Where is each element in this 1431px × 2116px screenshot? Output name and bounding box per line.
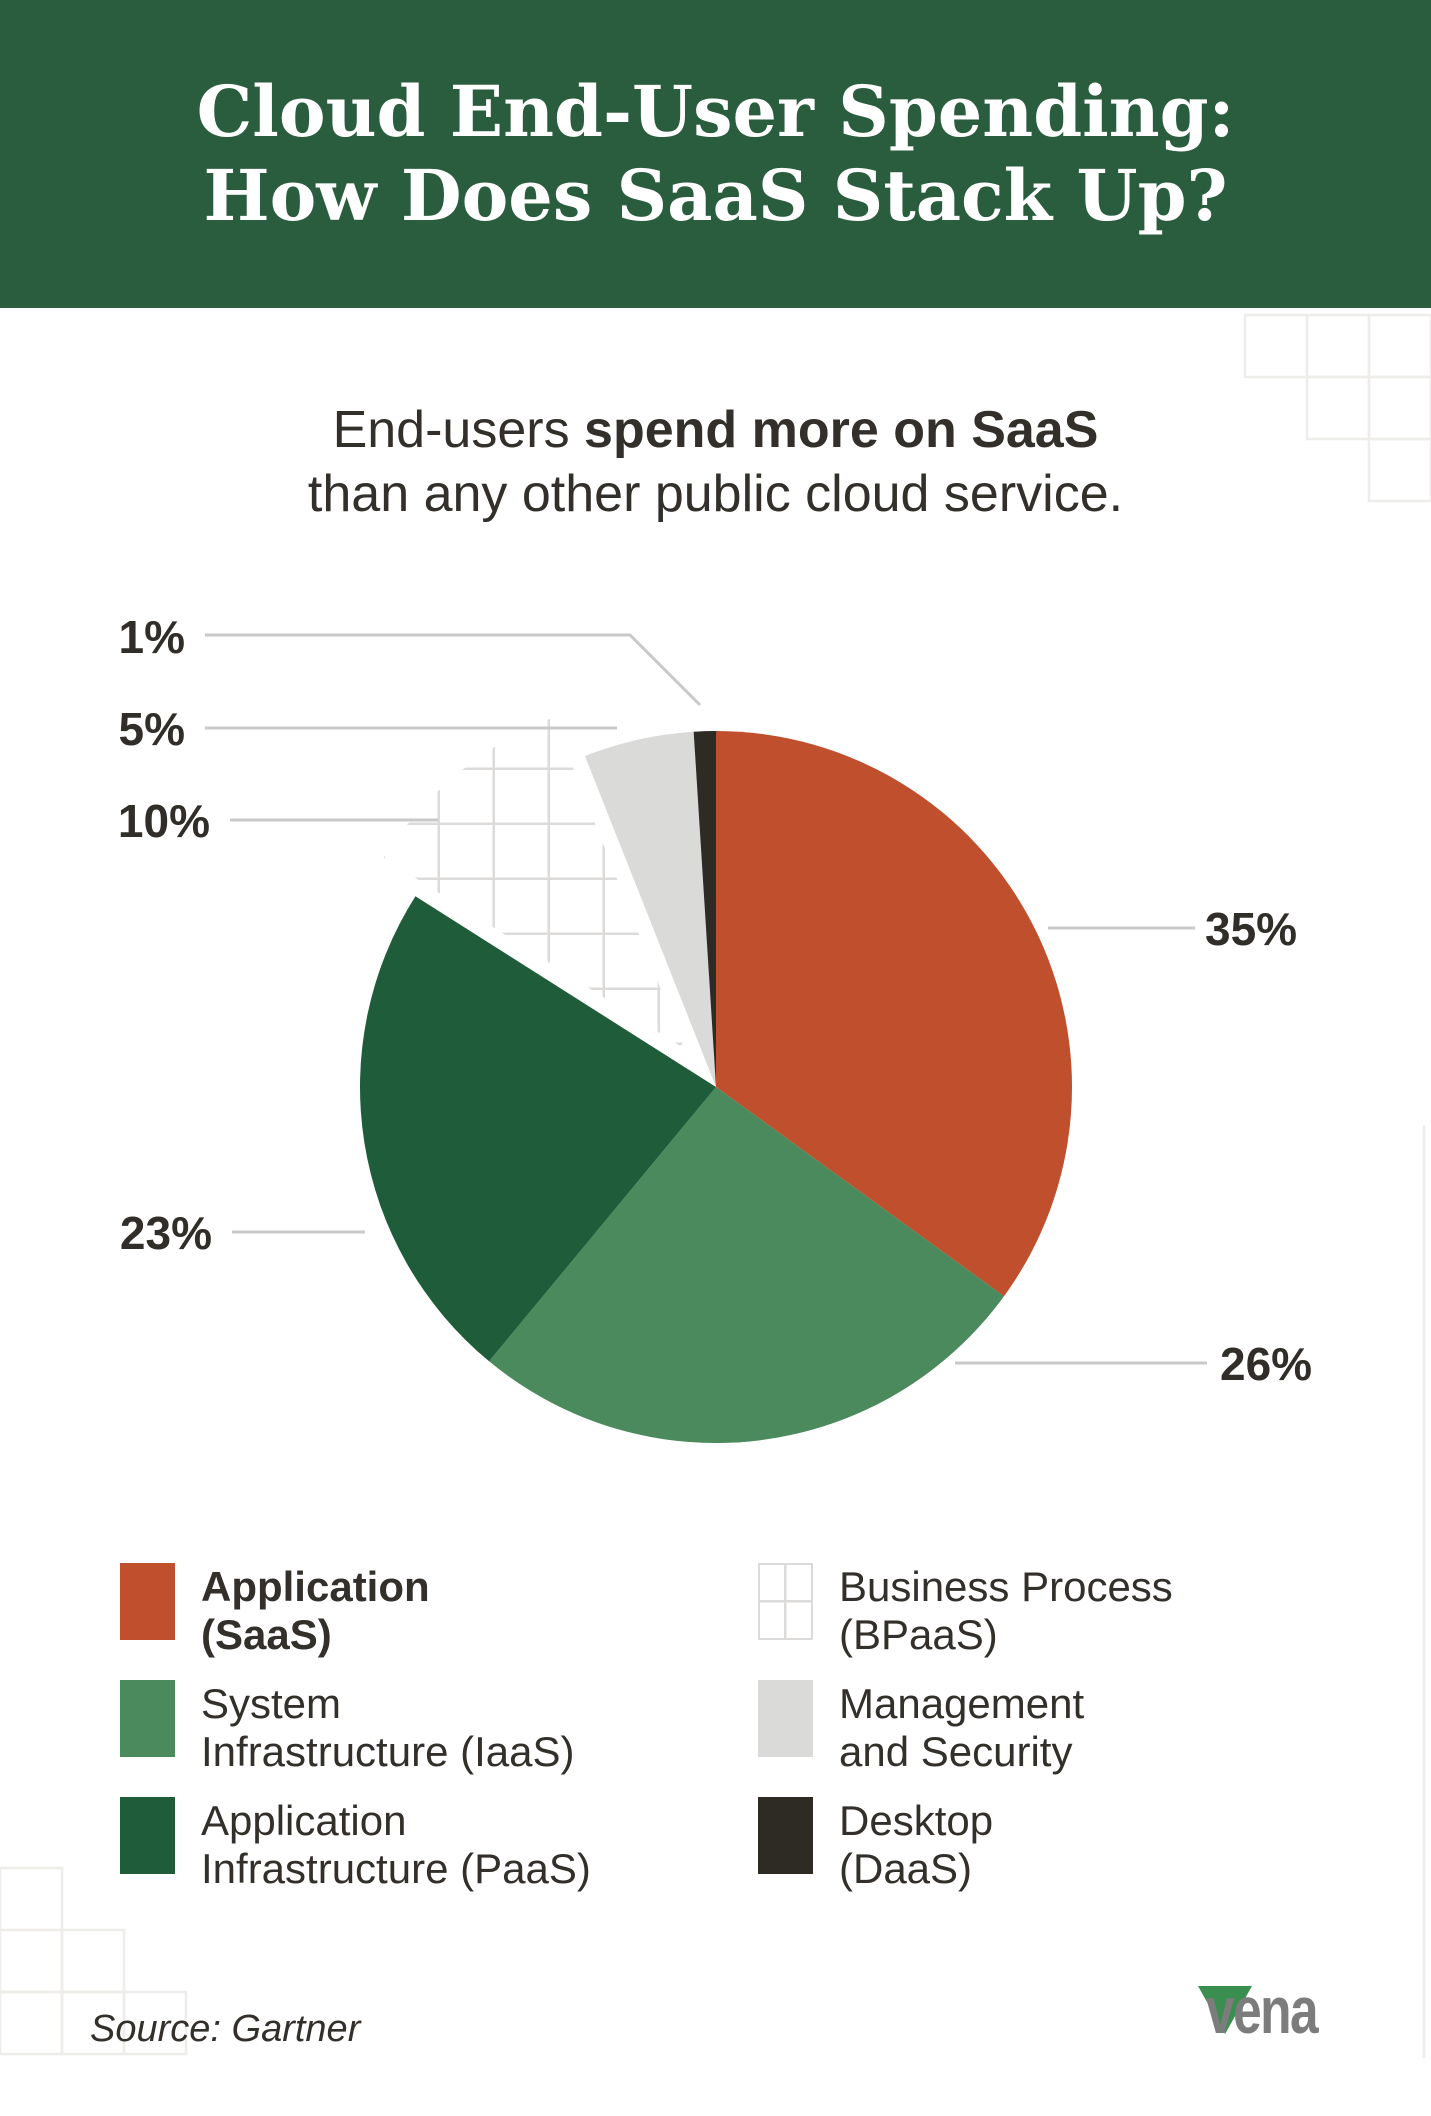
legend-label-daas-line1: Desktop [839,1797,994,1844]
legend-item-paas: Application Infrastructure (PaaS) [120,1797,680,1893]
legend-label-paas-line1: Application [201,1797,407,1844]
legend-label-mgmt: Management and Security [839,1680,1084,1776]
legend-swatch-mgmt [758,1680,813,1757]
legend-item-daas: Desktop (DaaS) [758,1797,1318,1893]
legend-label-bpaas-line1: Business Process [839,1563,1173,1610]
pct-label-daas-1: 1% [118,611,185,663]
pie-slice-system-infrastructure-iaas [489,1087,1005,1444]
pct-label-bpaas-10: 10% [117,795,210,847]
legend-label-iaas-line1: System [201,1680,342,1727]
legend-label-iaas-line2: Infrastructure (IaaS) [201,1728,575,1775]
corner-grid-deco-bottom-left [0,1866,188,2056]
pie-chart [359,717,1073,1444]
legend-label-saas-line2: (SaaS) [201,1611,332,1658]
subtitle-line1: End-users spend more on SaaS [0,398,1431,462]
page-title-line1: Cloud End-User Spending: [196,70,1235,153]
pie-slice-application-saas [716,731,1073,1297]
legend-label-mgmt-line1: Management [839,1680,1085,1727]
header-banner: Cloud End-User Spending: How Does SaaS S… [0,0,1431,308]
pct-label-paas-23: 23% [119,1207,212,1259]
legend-swatch-daas [758,1797,813,1874]
legend-label-daas: Desktop (DaaS) [839,1797,993,1893]
legend-label-saas: Application (SaaS) [201,1563,430,1659]
legend-swatch-bpaas [758,1563,813,1640]
subtitle-line1-bold: spend more on SaaS [584,401,1099,459]
pie-slice-business-process-bpaas [383,717,685,1049]
page-title-line2: How Does SaaS Stack Up? [203,154,1228,237]
legend-label-bpaas-line2: (BPaaS) [839,1611,998,1658]
leader-line-1pct [205,633,702,707]
pct-label-iaas-26: 26% [1220,1338,1313,1390]
legend-swatch-saas [120,1563,175,1640]
legend-label-iaas: System Infrastructure (IaaS) [201,1680,574,1776]
pct-label-mgmt-5: 5% [118,703,185,755]
pie-slice-management-and-security [584,731,716,1087]
legend-item-bpaas: Business Process (BPaaS) [758,1563,1318,1659]
legend-column-left: Application (SaaS) System Infrastructure… [120,1563,680,1914]
pie-slice-application-infrastructure-paas [359,896,716,1362]
leader-lines [205,633,1207,1365]
pct-label-saas-35: 35% [1205,903,1298,955]
legend-label-daas-line2: (DaaS) [839,1845,973,1892]
legend-label-bpaas: Business Process (BPaaS) [839,1563,1173,1659]
legend-column-right: Business Process (BPaaS) Management and … [758,1563,1318,1914]
legend-label-saas-line1: Application [201,1563,430,1610]
corner-grid-deco-top-right [1243,313,1431,503]
chart-subtitle: End-users spend more on SaaS than any ot… [0,398,1431,526]
legend-swatch-iaas [120,1680,175,1757]
legend-label-mgmt-line2: and Security [839,1728,1073,1775]
legend-item-iaas: System Infrastructure (IaaS) [120,1680,680,1776]
legend-label-paas: Application Infrastructure (PaaS) [201,1797,591,1893]
legend-swatch-paas [120,1797,175,1874]
legend-item-mgmt: Management and Security [758,1680,1318,1776]
vena-logo-triangle-icon [1198,1986,1252,2034]
legend-label-paas-line2: Infrastructure (PaaS) [201,1845,591,1892]
pie-slice-desktop-daas [693,731,716,1087]
vena-logo-wordmark: vena [1206,1973,1319,2047]
source-attribution: Source: Gartner [90,2008,361,2050]
legend-item-saas: Application (SaaS) [120,1563,680,1659]
subtitle-line2: than any other public cloud service. [307,465,1124,523]
subtitle-line1-regular: End-users [332,401,585,459]
vena-logo: vena [1198,1973,1358,2047]
